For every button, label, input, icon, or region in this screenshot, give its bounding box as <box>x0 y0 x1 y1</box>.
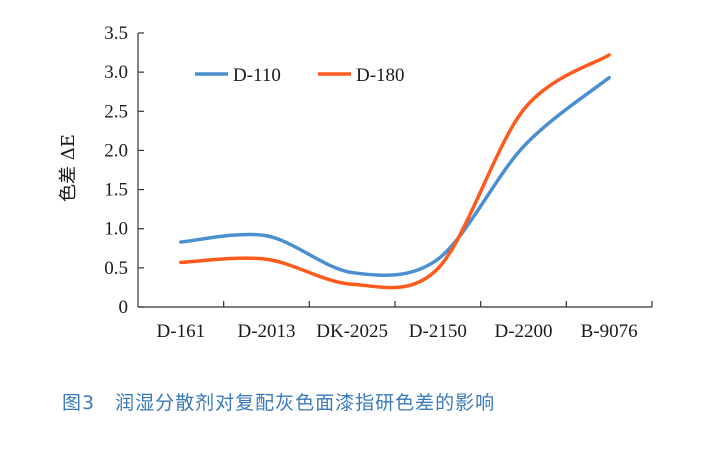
x-tick-label: D-2150 <box>409 321 467 342</box>
y-axis-ticks: 0 0.5 1.0 1.5 2.0 2.5 3.0 3.5 <box>104 23 144 318</box>
series-lines <box>179 53 611 290</box>
y-tick-label: 3.0 <box>104 62 128 83</box>
y-axis-label: 色差 ΔE <box>58 134 79 202</box>
x-tick-label: D-161 <box>157 321 206 342</box>
x-tick-label: B-9076 <box>581 321 638 342</box>
x-axis-ticks: D-161 D-2013 DK-2025 D-2150 D-2200 B-9076 <box>157 301 653 342</box>
legend-label: D-110 <box>233 65 281 86</box>
y-tick-label: 2.5 <box>104 101 128 122</box>
y-tick-label: 0.5 <box>104 258 128 279</box>
series-line-d-180 <box>179 53 611 290</box>
figure-caption: 图3 润湿分散剂对复配灰色面漆指研色差的影响 <box>62 392 496 414</box>
x-tick-label: DK-2025 <box>316 321 388 342</box>
x-tick-label: D-2013 <box>237 321 295 342</box>
series-line-d-110 <box>179 75 611 278</box>
y-tick-label: 1.0 <box>104 219 128 240</box>
x-tick-label: D-2200 <box>494 321 552 342</box>
y-tick-label: 3.5 <box>104 23 128 44</box>
legend: D-110 D-180 <box>195 65 405 86</box>
legend-label: D-180 <box>356 65 405 86</box>
y-tick-label: 1.5 <box>104 180 128 201</box>
y-tick-label: 0 <box>119 297 129 318</box>
y-tick-label: 2.0 <box>104 140 128 161</box>
